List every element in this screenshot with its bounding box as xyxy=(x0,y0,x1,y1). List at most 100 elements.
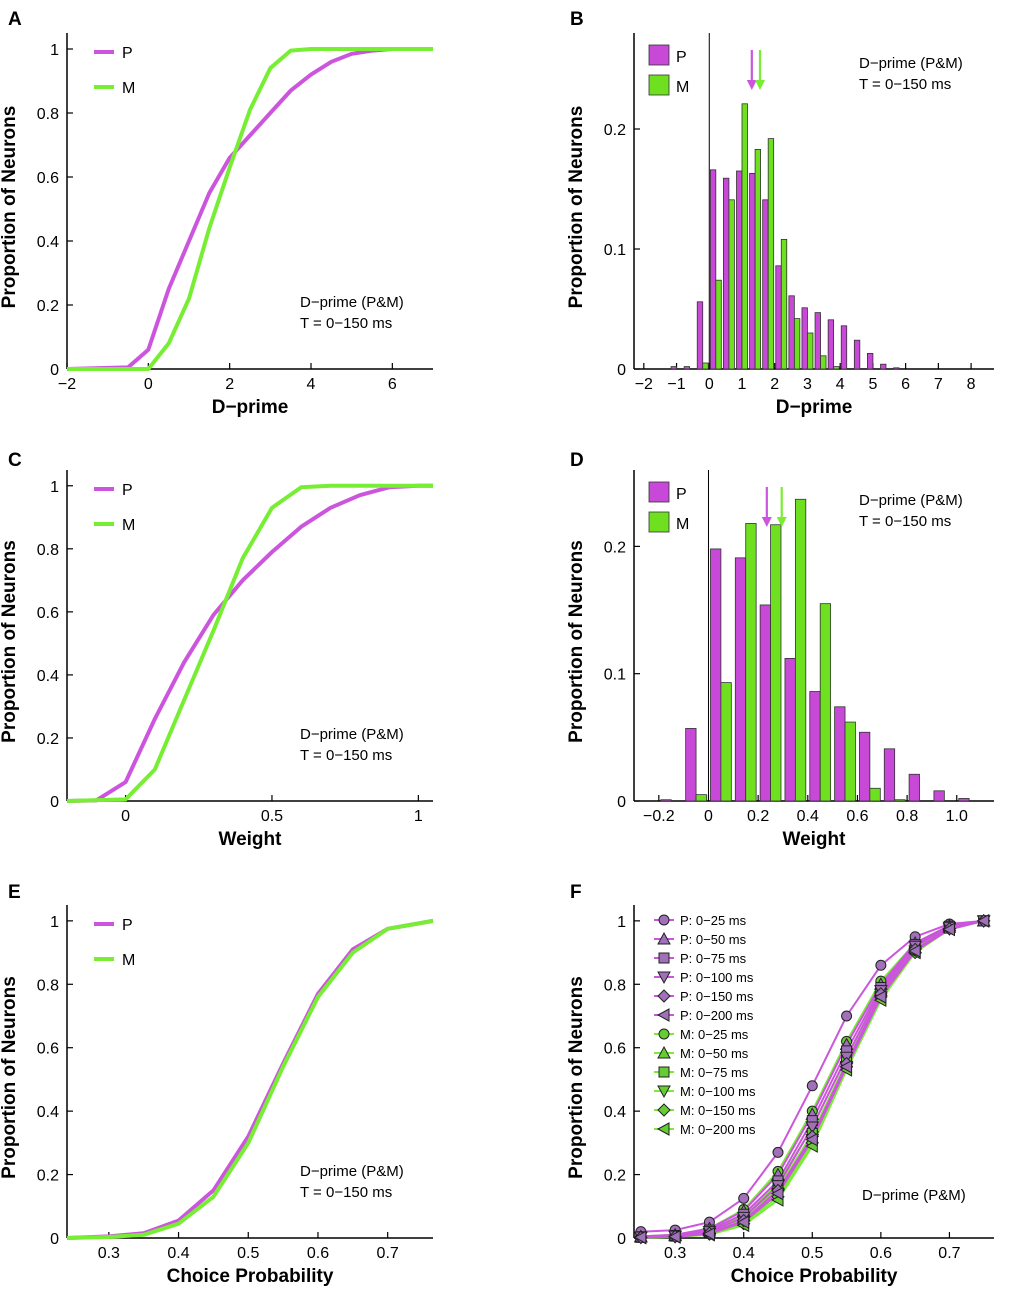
data-point xyxy=(633,1230,647,1245)
x-tick-label: 0.5 xyxy=(237,1245,259,1262)
bar-M xyxy=(793,318,801,370)
legend-label: M: 0−25 ms xyxy=(680,1027,749,1042)
panel-label: F xyxy=(570,882,582,903)
series-line-M xyxy=(66,483,433,803)
y-tick-label: 0.8 xyxy=(37,106,59,123)
data-point xyxy=(736,1215,750,1229)
panel-B: B −2 −1 0 1 2 3 4 5 6 7 8 0 0.1 0.2 D−prime Proportion o… xyxy=(566,9,994,418)
x-tick-label: 0 xyxy=(121,808,130,825)
y-axis-label: Proportion of Neurons xyxy=(566,106,587,309)
y-tick-label: 0.1 xyxy=(604,667,626,684)
y-tick-label: 0 xyxy=(50,794,59,811)
y-tick-label: 0.8 xyxy=(37,977,59,994)
bar-M xyxy=(794,498,807,802)
data-point xyxy=(875,959,887,971)
x-tick-label: 0.7 xyxy=(377,1245,399,1262)
data-point xyxy=(772,1146,784,1158)
bar-P xyxy=(660,799,672,802)
series-line-P xyxy=(66,47,433,371)
annotation: T = 0−150 ms xyxy=(300,1184,392,1201)
panel-D: D −0.2 0 0.2 0.4 0.6 0.8 1.0 0 0.1 0.2 Weight Propor… xyxy=(566,450,994,850)
series-line-M xyxy=(67,47,433,371)
panel-label: A xyxy=(8,9,22,30)
legend-label: M: 0−50 ms xyxy=(680,1046,749,1061)
bar-M xyxy=(695,794,707,802)
bar-P xyxy=(759,604,771,802)
y-tick-label: 1 xyxy=(617,914,626,931)
x-tick-label: 0.5 xyxy=(801,1245,823,1262)
x-tick-label: 0.4 xyxy=(733,1245,755,1262)
y-tick-label: 0.4 xyxy=(37,1104,59,1121)
panel-label: D xyxy=(570,450,584,471)
x-tick-label: 0.8 xyxy=(896,808,918,825)
x-tick-label: 0 xyxy=(705,376,714,393)
bar-P xyxy=(683,366,691,370)
y-tick-label: 0.6 xyxy=(37,170,59,187)
bar-P xyxy=(893,367,900,370)
y-axis-label: Proportion of Neurons xyxy=(0,540,20,743)
bar-M xyxy=(720,682,732,802)
data-point xyxy=(770,1186,784,1201)
bar-P xyxy=(734,557,747,802)
mean-arrow-head xyxy=(761,517,772,527)
annotation: T = 0−150 ms xyxy=(859,513,951,530)
data-point xyxy=(839,1059,853,1074)
annotation: D−prime (P&M) xyxy=(300,1163,404,1180)
legend-label: M: 0−75 ms xyxy=(680,1065,749,1080)
bar-P xyxy=(749,172,756,370)
bar-P xyxy=(762,199,769,370)
x-axis-label: Weight xyxy=(219,829,283,850)
x-tick-label: 1 xyxy=(414,808,423,825)
data-point xyxy=(658,1028,670,1040)
legend-label: M xyxy=(122,952,135,969)
y-tick-label: 0 xyxy=(617,362,626,379)
legend-label: M xyxy=(122,80,135,97)
bar-P xyxy=(788,295,795,370)
bar-P xyxy=(867,352,874,370)
data-point xyxy=(942,922,955,937)
data-point xyxy=(805,1121,820,1135)
annotation: D−prime (P&M) xyxy=(862,1187,966,1204)
bar-P xyxy=(801,307,808,370)
x-tick-label: 0.6 xyxy=(846,808,868,825)
y-tick-label: 0.1 xyxy=(604,242,626,259)
x-tick-label: 0.5 xyxy=(261,808,283,825)
x-axis-label: Choice Probability xyxy=(167,1266,334,1287)
bar-P xyxy=(775,265,782,370)
bar-M xyxy=(780,238,788,370)
bar-M xyxy=(894,799,906,802)
y-axis-label: Proportion of Neurons xyxy=(0,976,20,1179)
x-tick-label: −0.2 xyxy=(643,808,675,825)
data-point xyxy=(976,914,990,928)
legend-label: P xyxy=(122,45,133,62)
bar-P xyxy=(859,731,871,802)
bar-P xyxy=(723,177,730,370)
y-tick-label: 0.2 xyxy=(37,1168,59,1185)
x-tick-label: 0.4 xyxy=(797,808,819,825)
legend-label: M: 0−150 ms xyxy=(680,1103,756,1118)
x-axis-label: D−prime xyxy=(776,397,853,418)
y-tick-label: 0.8 xyxy=(604,977,626,994)
bar-M xyxy=(807,332,814,370)
y-tick-label: 0.2 xyxy=(604,122,626,139)
bar-M xyxy=(833,366,840,370)
annotation: D−prime (P&M) xyxy=(859,55,963,72)
x-tick-label: 7 xyxy=(934,376,943,393)
data-point xyxy=(805,1132,818,1147)
x-tick-label: −1 xyxy=(667,376,685,393)
bar-P xyxy=(883,748,896,802)
bar-P xyxy=(710,548,722,802)
data-point xyxy=(841,1010,853,1022)
annotation: D−prime (P&M) xyxy=(859,492,963,509)
legend-label: M xyxy=(122,517,135,534)
legend-label: P xyxy=(676,486,687,503)
y-tick-label: 1 xyxy=(50,479,59,496)
data-point xyxy=(656,1008,670,1022)
data-point xyxy=(702,1227,715,1241)
bar-P xyxy=(670,366,677,370)
x-tick-label: 0 xyxy=(144,376,153,393)
data-point xyxy=(873,990,887,1004)
bar-M xyxy=(820,355,827,370)
panel-label: C xyxy=(8,450,22,471)
